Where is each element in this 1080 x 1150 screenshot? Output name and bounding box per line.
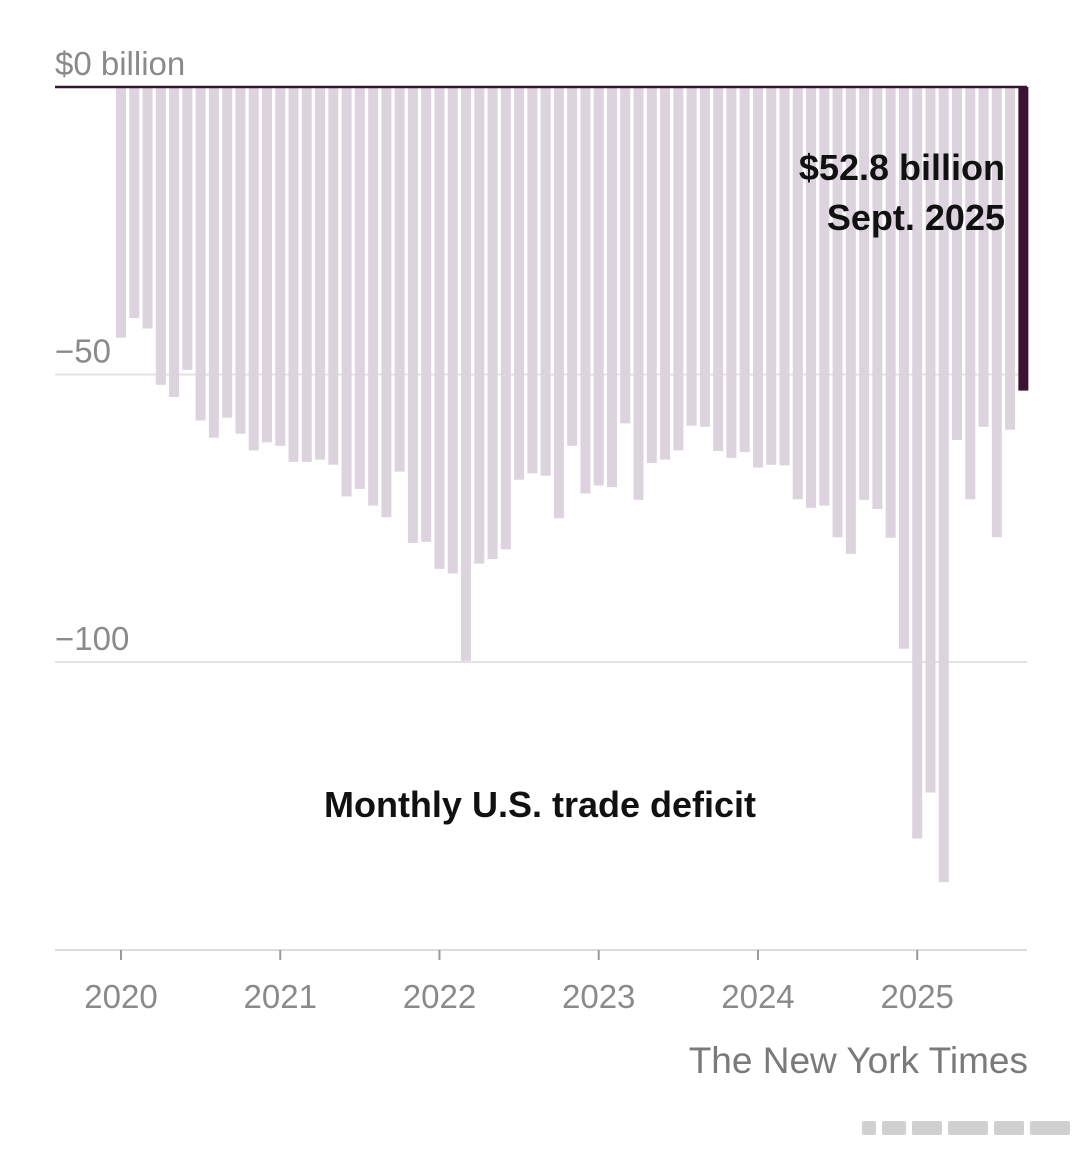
bar (885, 87, 896, 538)
bar (713, 87, 724, 451)
y-tick-label: −100 (55, 620, 129, 657)
bar (806, 87, 817, 508)
bar (673, 87, 684, 451)
x-tick-label: 2020 (84, 978, 157, 1015)
bar (421, 87, 432, 542)
bar (872, 87, 883, 510)
chart-title: Monthly U.S. trade deficit (324, 784, 756, 825)
bar (182, 87, 193, 370)
bar (116, 87, 126, 338)
bars (116, 87, 1029, 883)
highlight-value-label: $52.8 billion (799, 147, 1005, 188)
bar (567, 87, 578, 446)
bar (301, 87, 312, 462)
bar (407, 87, 418, 543)
bar (938, 87, 949, 883)
bar (235, 87, 246, 434)
bar (819, 87, 830, 506)
bar (195, 87, 206, 421)
x-tick-label: 2024 (721, 978, 794, 1015)
x-tick-label: 2022 (403, 978, 476, 1015)
bar (978, 87, 989, 427)
bar (142, 87, 153, 329)
bar (553, 87, 564, 519)
bar (1005, 87, 1016, 430)
bar (500, 87, 511, 550)
bar (514, 87, 525, 480)
bar (660, 87, 671, 460)
bar (991, 87, 1002, 538)
bar (434, 87, 445, 569)
bar (208, 87, 219, 438)
bar (620, 87, 631, 424)
source-credit: The New York Times (688, 1040, 1028, 1081)
bar (368, 87, 379, 506)
bar (952, 87, 963, 441)
bar (527, 87, 538, 474)
bar (261, 87, 272, 443)
x-tick-label: 2021 (244, 978, 317, 1015)
bar (447, 87, 458, 574)
bar (381, 87, 392, 518)
bar (898, 87, 909, 649)
bar (606, 87, 617, 488)
bar (699, 87, 710, 427)
bar (275, 87, 286, 446)
watermark-icon (862, 1121, 1070, 1135)
bar (766, 87, 777, 465)
bar (288, 87, 299, 462)
bar (487, 87, 498, 560)
bar (169, 87, 180, 397)
bar (646, 87, 657, 464)
bar (752, 87, 763, 468)
bar (328, 87, 339, 465)
x-tick-label: 2025 (880, 978, 953, 1015)
bar (461, 87, 472, 661)
y-tick-label: −50 (55, 333, 111, 370)
bar (965, 87, 976, 500)
highlight-bar (1018, 87, 1029, 391)
bar (912, 87, 923, 839)
bar (129, 87, 140, 319)
y-tick-label: $0 billion (55, 45, 185, 82)
bar (779, 87, 790, 466)
bar (925, 87, 936, 793)
x-tick-label: 2023 (562, 978, 635, 1015)
bar (739, 87, 750, 453)
highlight-date-label: Sept. 2025 (827, 197, 1005, 238)
bar (832, 87, 843, 538)
bar (155, 87, 166, 385)
bar (222, 87, 233, 418)
bar (633, 87, 644, 500)
bar (341, 87, 352, 497)
bar (686, 87, 697, 426)
bar (792, 87, 803, 500)
bar (354, 87, 365, 489)
bar (394, 87, 405, 472)
bar (580, 87, 591, 494)
axes: 2020 2021 2022 2023 2024 2025 (55, 85, 1027, 1015)
bar (474, 87, 485, 564)
bar (248, 87, 259, 451)
bar (859, 87, 870, 500)
bar (315, 87, 326, 460)
bar (726, 87, 737, 458)
bar (540, 87, 551, 476)
bar (593, 87, 604, 486)
bar (845, 87, 856, 554)
